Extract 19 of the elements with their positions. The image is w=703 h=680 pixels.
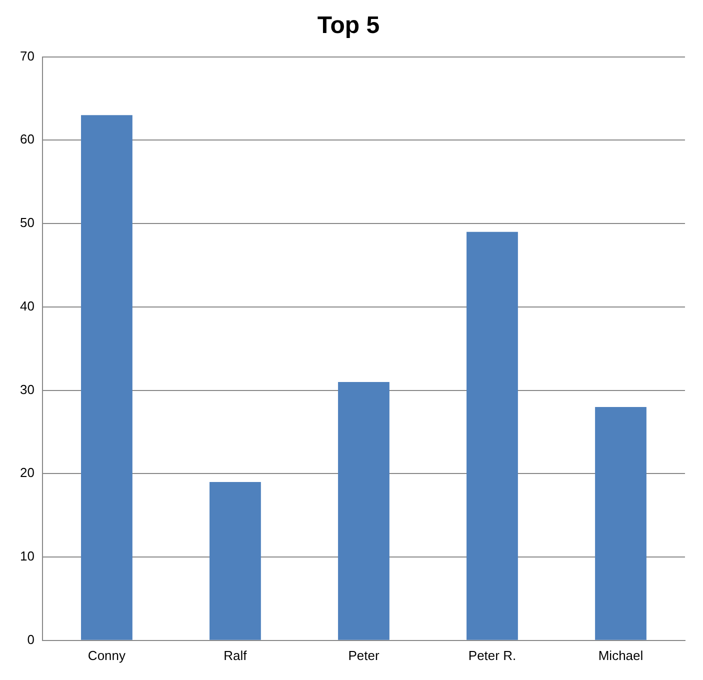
x-tick-label: Michael xyxy=(598,648,644,663)
chart-title: Top 5 xyxy=(317,12,380,40)
y-tick-label: 40 xyxy=(20,298,34,314)
y-tick-label: 50 xyxy=(20,215,34,230)
x-tick-label: Ralf xyxy=(224,648,248,663)
x-tick-label: Peter R. xyxy=(468,648,516,663)
bar xyxy=(466,232,518,640)
y-tick-label: 0 xyxy=(27,632,34,647)
bar xyxy=(595,406,646,640)
x-tick-label: Conny xyxy=(88,648,126,663)
x-tick-label: Peter xyxy=(348,648,380,663)
y-tick-label: 20 xyxy=(20,465,34,480)
bar xyxy=(338,382,390,640)
y-tick-label: 30 xyxy=(20,382,34,397)
y-tick-label: 70 xyxy=(20,48,34,64)
bar xyxy=(81,115,132,640)
y-tick-label: 60 xyxy=(20,132,34,147)
y-tick-label: 10 xyxy=(20,548,34,564)
bar xyxy=(210,482,261,640)
